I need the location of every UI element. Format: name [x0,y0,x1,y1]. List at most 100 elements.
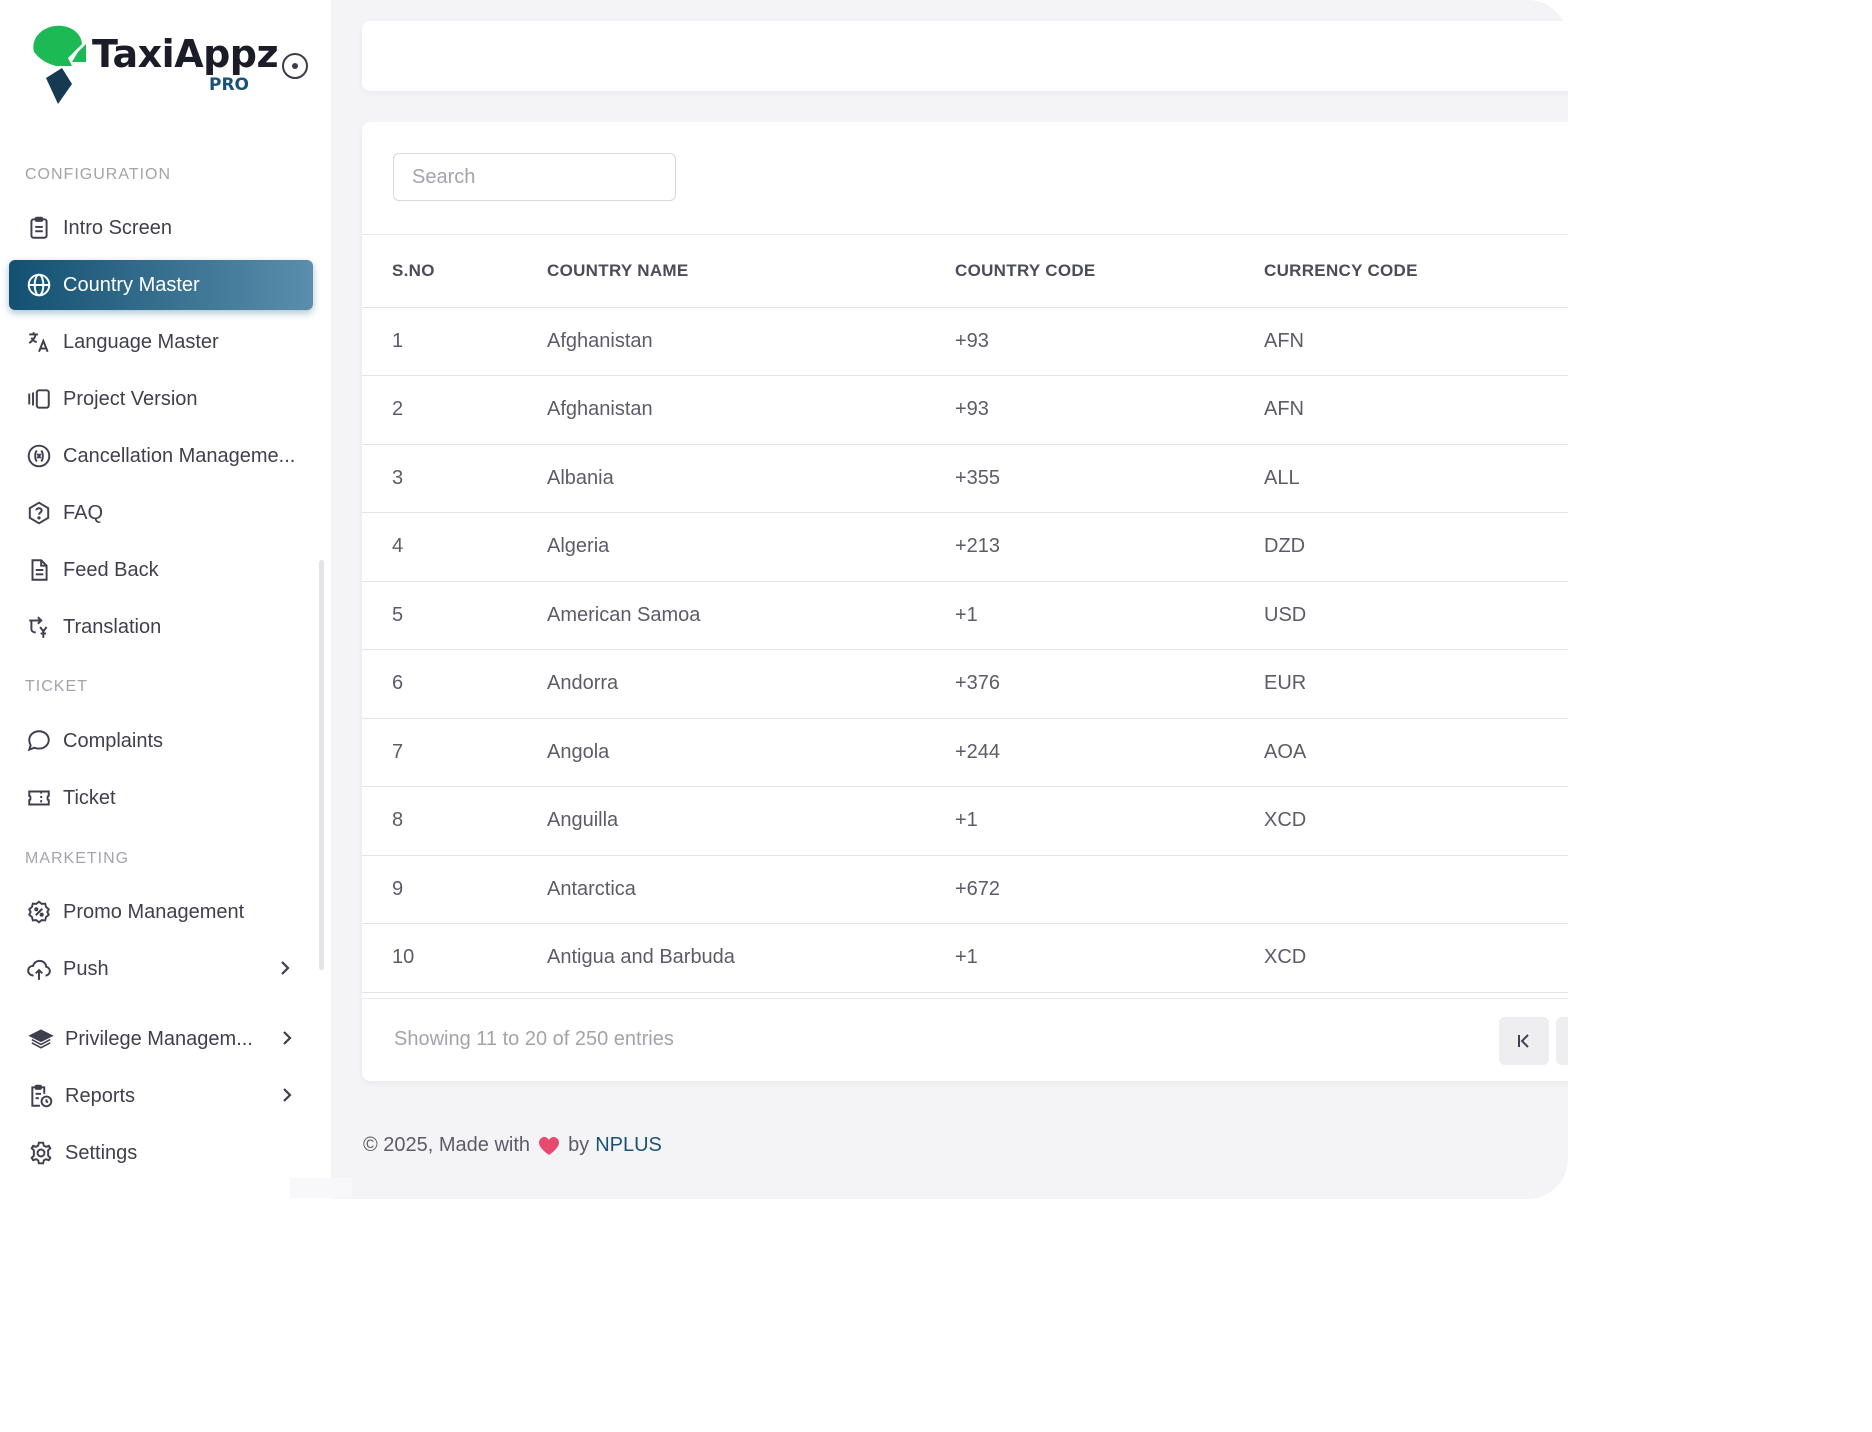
cell-currency-code: AFN [1264,375,1568,445]
section-title-ticket: TICKET [25,678,88,695]
country-table: S.NO COUNTRY NAME COUNTRY CODE CURRENCY … [362,235,1568,993]
cell-sno: 7 [362,718,547,787]
first-page-button[interactable] [1499,1017,1549,1065]
sidebar-item-complaints[interactable]: Complaints [9,716,313,766]
app-frame: TaxiAppz PRO CONFIGURATION Intro Screen … [0,0,1568,1199]
sidebar-item-project-version[interactable]: Project Version [9,374,313,424]
brand-logo[interactable]: TaxiAppz PRO [28,24,279,108]
sidebar-item-translation[interactable]: Translation [9,602,313,652]
cell-country-name: Angola [547,718,955,787]
cell-country-name: Antigua and Barbuda [547,923,955,993]
sidebar-item-promo-management[interactable]: Promo Management [9,887,313,937]
cell-country-code: +1 [955,923,1264,993]
sidebar-item-intro-screen[interactable]: Intro Screen [9,203,313,253]
table-row[interactable]: 8 Anguilla +1 XCD [362,786,1568,856]
column-header-country-name[interactable]: COUNTRY NAME [547,235,955,308]
sidebar-item-label: Complaints [63,729,164,752]
table-row[interactable]: 4 Algeria +213 DZD [362,512,1568,582]
cell-country-name: Algeria [547,512,955,582]
column-header-sno[interactable]: S.NO [362,235,547,308]
globe-icon [25,271,53,299]
sidebar-item-label: Translation [63,615,162,638]
cell-currency-code: XCD [1264,923,1568,993]
sidebar-item-label: Ticket [63,786,116,809]
sidebar-item-settings[interactable]: Settings [11,1128,315,1178]
sidebar-item-language-master[interactable]: Language Master [9,317,313,367]
section-title-marketing: MARKETING [25,850,130,867]
cell-country-name: Afghanistan [547,375,955,445]
table-row[interactable]: 10 Antigua and Barbuda +1 XCD [362,923,1568,993]
sidebar-item-label: Settings [65,1141,138,1164]
sidebar-item-cancellation-management[interactable]: Cancellation Manageme... [9,431,313,481]
cancel-circle-icon [25,442,53,470]
cell-currency-code: DZD [1264,512,1568,582]
translate-icon [25,328,53,356]
section-title-configuration: CONFIGURATION [25,166,172,183]
sidebar-item-faq[interactable]: FAQ [9,488,313,538]
search-input[interactable] [393,153,676,201]
table-row[interactable]: 5 American Samoa +1 USD [362,581,1568,650]
gear-icon [27,1139,55,1167]
table-row[interactable]: 3 Albania +355 ALL [362,444,1568,513]
cell-sno: 1 [362,307,547,376]
sidebar: TaxiAppz PRO CONFIGURATION Intro Screen … [0,0,331,1199]
cell-country-code: +672 [955,855,1264,924]
sidebar-toggle-button[interactable] [282,53,308,79]
logo-pin-icon [33,25,86,104]
first-page-icon [1518,1034,1529,1048]
heart-icon [538,1136,560,1156]
table-row[interactable]: 7 Angola +244 AOA [362,718,1568,787]
cell-country-name: Afghanistan [547,307,955,376]
pagination-summary: Showing 11 to 20 of 250 entries [394,1028,674,1050]
chevron-right-icon [281,961,290,975]
table-footer-divider [362,998,1568,999]
cell-country-name: Andorra [547,649,955,719]
column-header-currency-code[interactable]: CURRENCY CODE [1264,235,1568,308]
cell-currency-code: AOA [1264,718,1568,787]
table-row[interactable]: 2 Afghanistan +93 AFN [362,375,1568,445]
cell-currency-code: AFN [1264,307,1568,376]
sidebar-item-label: Cancellation Manageme... [63,444,296,467]
table-row[interactable]: 1 Afghanistan +93 AFN [362,307,1568,376]
sidebar-item-label: Push [63,957,109,980]
sidebar-item-label: Country Master [63,273,200,296]
previous-page-button[interactable] [1556,1017,1568,1065]
brand-tier: PRO [209,75,250,95]
cell-sno: 10 [362,923,547,993]
sidebar-item-label: Promo Management [63,900,245,923]
table-row[interactable]: 9 Antarctica +672 [362,855,1568,924]
cloud-upload-icon [25,955,53,983]
table-row[interactable]: 6 Andorra +376 EUR [362,649,1568,719]
cell-country-code: +376 [955,649,1264,719]
country-table-card: S.NO COUNTRY NAME COUNTRY CODE CURRENCY … [362,122,1568,1081]
sidebar-item-country-master[interactable]: Country Master [9,260,313,310]
cell-sno: 9 [362,855,547,924]
sidebar-item-ticket[interactable]: Ticket [9,773,313,823]
cell-currency-code: ALL [1264,444,1568,513]
cell-country-code: +355 [955,444,1264,513]
footer-company-link[interactable]: NPLUS [595,1134,662,1156]
cell-country-name: Antarctica [547,855,955,924]
sidebar-item-privilege-management[interactable]: Privilege Managem... [11,1014,315,1064]
currency-swap-icon [25,613,53,641]
cell-currency-code [1264,855,1568,924]
sidebar-item-label: Intro Screen [63,216,172,239]
chevron-right-icon [283,1031,292,1045]
sidebar-item-label: Privilege Managem... [65,1027,253,1050]
page-footer: © 2025, Made with by NPLUS [363,1134,662,1157]
cell-country-code: +244 [955,718,1264,787]
help-hexagon-icon [25,499,53,527]
sidebar-item-label: FAQ [63,501,104,524]
sidebar-item-push[interactable]: Push [9,944,313,994]
cell-currency-code: XCD [1264,786,1568,856]
column-header-country-code[interactable]: COUNTRY CODE [955,235,1264,308]
sidebar-scrollbar[interactable] [319,560,324,970]
cell-sno: 8 [362,786,547,856]
discount-badge-icon [25,898,53,926]
sidebar-item-reports[interactable]: Reports [11,1071,315,1121]
sidebar-item-label: Feed Back [63,558,159,581]
brand-name: TaxiAppz [92,32,279,76]
sidebar-item-feedback[interactable]: Feed Back [9,545,313,595]
cell-sno: 5 [362,581,547,650]
document-icon [25,556,53,584]
